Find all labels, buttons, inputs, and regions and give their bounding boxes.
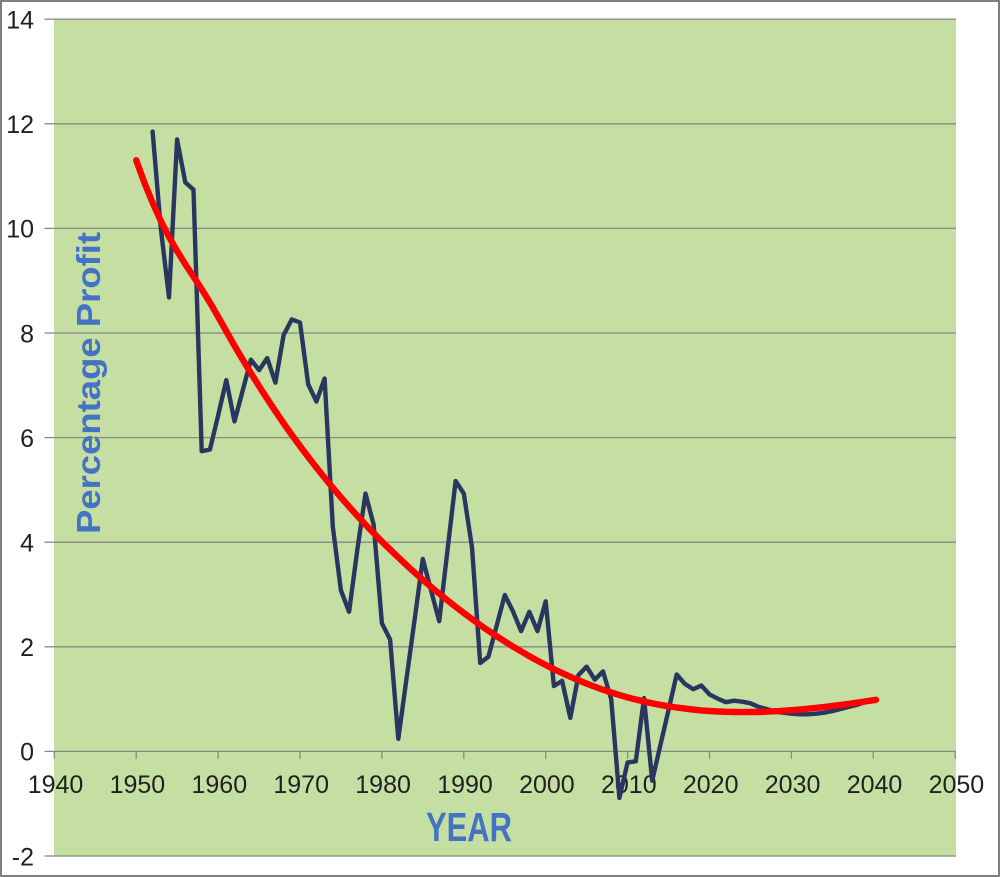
svg-text:2030: 2030 — [765, 771, 821, 799]
svg-text:Percentage Profit: Percentage Profit — [70, 232, 107, 534]
svg-text:-2: -2 — [12, 843, 34, 871]
svg-text:12: 12 — [6, 111, 34, 139]
svg-text:2010: 2010 — [601, 771, 657, 799]
svg-text:1990: 1990 — [437, 771, 493, 799]
svg-text:6: 6 — [20, 425, 34, 453]
svg-text:10: 10 — [6, 216, 34, 244]
svg-text:YEAR: YEAR — [426, 804, 512, 850]
svg-text:1940: 1940 — [28, 771, 84, 799]
svg-text:2020: 2020 — [683, 771, 739, 799]
svg-text:1980: 1980 — [355, 771, 411, 799]
svg-text:2000: 2000 — [519, 771, 575, 799]
svg-text:4: 4 — [20, 530, 34, 558]
svg-text:14: 14 — [6, 7, 34, 35]
svg-text:2040: 2040 — [847, 771, 903, 799]
svg-text:1950: 1950 — [110, 771, 166, 799]
svg-text:1970: 1970 — [273, 771, 329, 799]
svg-text:2: 2 — [20, 634, 34, 662]
svg-text:0: 0 — [20, 739, 34, 767]
svg-text:1960: 1960 — [191, 771, 247, 799]
svg-text:8: 8 — [20, 320, 34, 348]
svg-text:2050: 2050 — [929, 771, 985, 799]
